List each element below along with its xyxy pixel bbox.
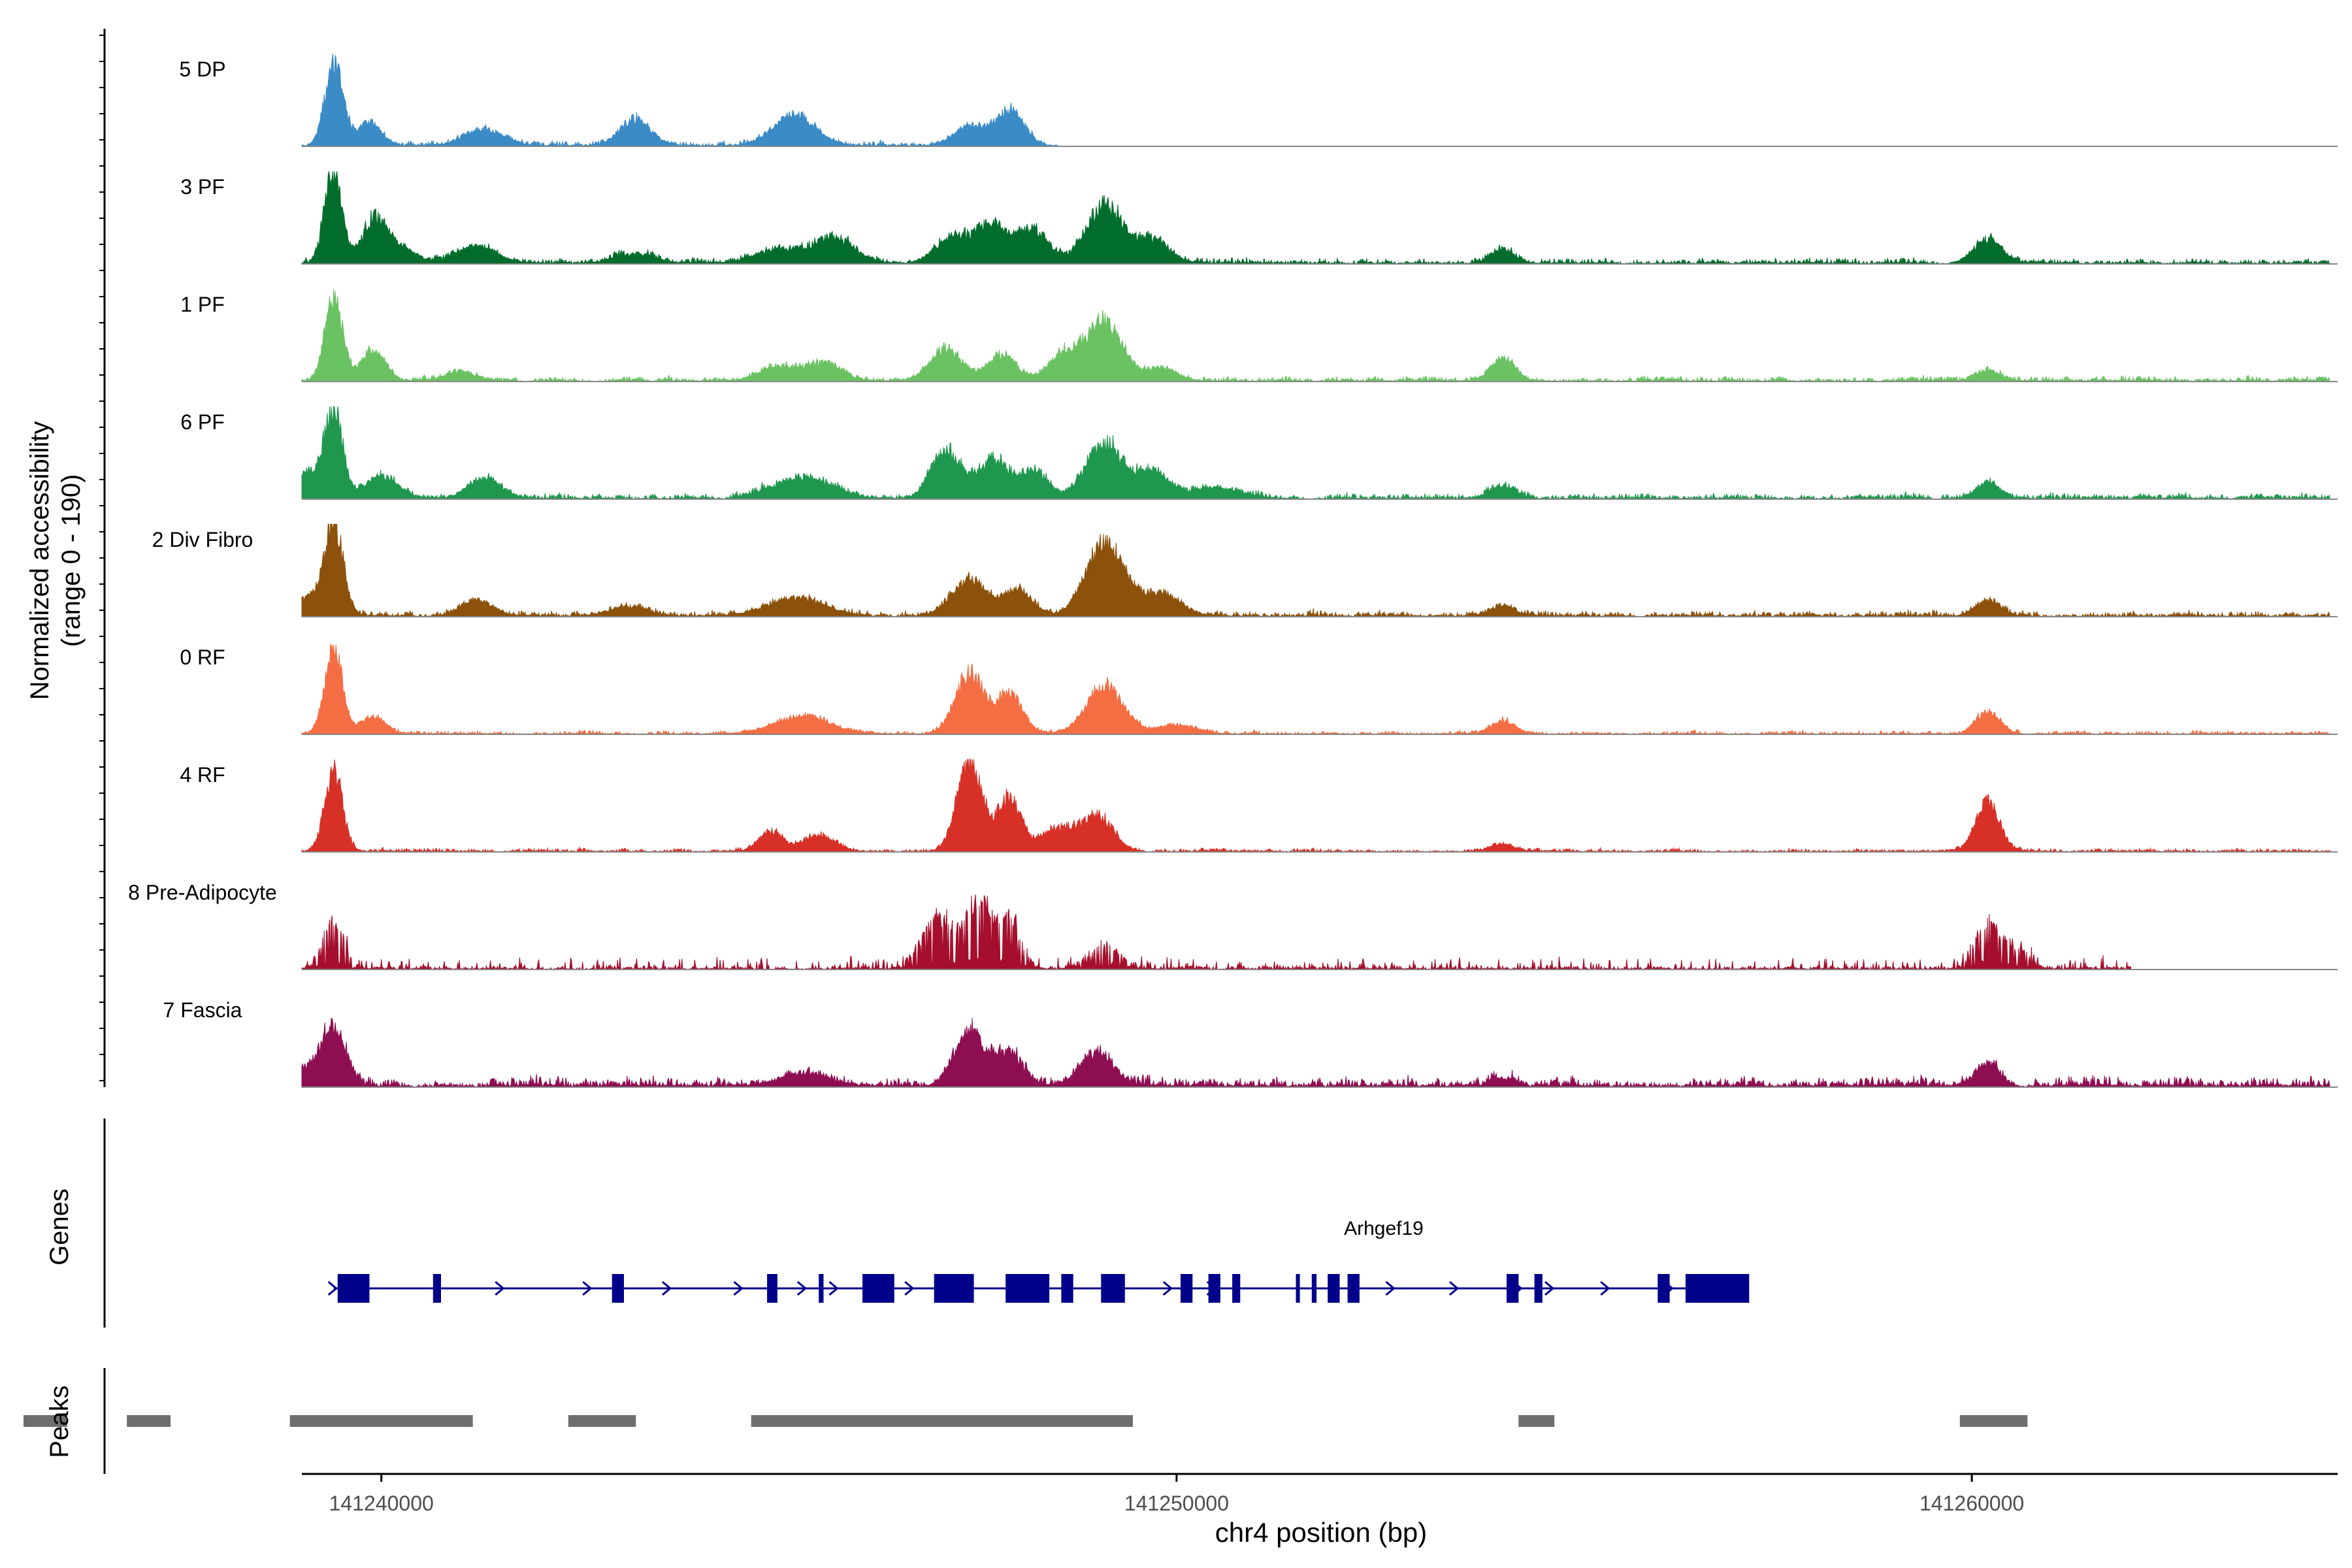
peak-region xyxy=(289,1415,473,1427)
gene-exon xyxy=(934,1274,974,1303)
track-5-dp: 5 DP xyxy=(179,54,2338,148)
y-axis-label-line2: (range 0 - 190) xyxy=(57,474,86,647)
y-axis-label-line1: Normalized accessibility xyxy=(25,421,54,700)
gene-strand-arrow xyxy=(1385,1281,1396,1296)
track-0-rf: 0 RF xyxy=(180,644,2338,736)
gene-exon xyxy=(819,1274,824,1303)
gene-strand-arrow xyxy=(327,1281,338,1296)
coverage-area-5-dp xyxy=(301,54,1058,148)
gene-strand-arrow xyxy=(661,1281,672,1296)
track-label-3-pf: 3 PF xyxy=(180,175,225,199)
gene-exon xyxy=(612,1274,624,1303)
track-label-6-pf: 6 PF xyxy=(180,410,225,434)
gene-exon xyxy=(337,1274,370,1303)
genes-panel-label: Genes xyxy=(45,1188,74,1266)
gene-exon xyxy=(1101,1274,1125,1303)
gene-name-label: Arhgef19 xyxy=(1344,1218,1424,1239)
peaks-panel xyxy=(24,1368,2028,1474)
gene-strand-arrow xyxy=(904,1281,915,1296)
gene-exon xyxy=(1328,1274,1340,1303)
coverage-area-1-pf xyxy=(301,289,2330,383)
coverage-area-3-pf xyxy=(301,171,2330,265)
peak-region xyxy=(127,1415,171,1427)
gene-strand-arrow xyxy=(1162,1281,1173,1296)
track-4-rf: 4 RF xyxy=(180,759,2338,853)
gene-exon xyxy=(1005,1274,1050,1303)
coverage-area-8-pre-adipocyte xyxy=(301,894,2131,971)
track-label-1-pf: 1 PF xyxy=(180,293,225,316)
gene-exon xyxy=(1061,1274,1073,1303)
track-label-4-rf: 4 RF xyxy=(180,763,225,787)
track-2-div-fibro: 2 Div Fibro xyxy=(152,523,2338,618)
coverage-area-6-pf xyxy=(301,406,2330,500)
track-label-7-fascia: 7 Fascia xyxy=(163,998,242,1022)
coverage-area-4-rf xyxy=(301,759,2330,853)
track-label-0-rf: 0 RF xyxy=(180,645,225,669)
peak-region xyxy=(1518,1415,1555,1427)
peak-region xyxy=(24,1415,67,1427)
gene-exon xyxy=(1181,1274,1193,1303)
coverage-tracks: 5 DP 3 PF 1 PF 6 PF 2 Div Fibro 0 RF 4 RF 8 Pre… xyxy=(99,29,2338,1088)
track-label-2-div-fibro: 2 Div Fibro xyxy=(152,528,253,551)
peak-region xyxy=(751,1415,1133,1427)
x-axis-tick-label: 141260000 xyxy=(1919,1492,2024,1515)
gene-exon xyxy=(1232,1274,1241,1303)
gene-strand-arrow xyxy=(1448,1281,1460,1296)
gene-exon xyxy=(1534,1274,1543,1303)
x-axis-tick-label: 141240000 xyxy=(329,1492,434,1515)
gene-exon xyxy=(1296,1274,1300,1303)
track-1-pf: 1 PF xyxy=(180,289,2338,383)
track-label-5-dp: 5 DP xyxy=(179,57,225,81)
x-axis: 141240000 141250000 141260000 xyxy=(302,1473,2338,1515)
x-axis-title: chr4 position (bp) xyxy=(1215,1517,1428,1548)
gene-exon xyxy=(1507,1274,1519,1303)
gene-exon xyxy=(1685,1274,1750,1303)
gene-exon xyxy=(1347,1274,1360,1303)
gene-exon xyxy=(1311,1274,1317,1303)
gene-exon xyxy=(767,1274,777,1303)
peaks-panel-label: Peaks xyxy=(45,1385,74,1458)
gene-exon xyxy=(433,1274,441,1303)
gene-strand-arrow xyxy=(1600,1281,1610,1296)
gene-strand-arrow xyxy=(582,1281,593,1296)
gene-exon xyxy=(862,1274,894,1303)
track-7-fascia: 7 Fascia xyxy=(163,998,2338,1088)
x-axis-tick-label: 141250000 xyxy=(1124,1492,1229,1515)
track-6-pf: 6 PF xyxy=(180,406,2338,500)
gene-strand-arrow xyxy=(828,1281,839,1296)
coverage-area-0-rf xyxy=(301,644,2330,736)
peak-region xyxy=(568,1415,636,1427)
gene-exon xyxy=(1658,1274,1670,1303)
peak-region xyxy=(1959,1415,2028,1427)
gene-exon xyxy=(1208,1274,1220,1303)
gene-strand-arrow xyxy=(796,1281,808,1296)
gene-strand-arrow xyxy=(1544,1281,1555,1296)
track-3-pf: 3 PF xyxy=(180,171,2338,265)
coverage-area-7-fascia xyxy=(301,1017,2330,1088)
track-8-pre-adipocyte: 8 Pre-Adipocyte xyxy=(128,881,2338,971)
gene-strand-arrow xyxy=(733,1281,743,1296)
genes-panel xyxy=(103,1119,1750,1328)
gene-strand-arrow xyxy=(495,1281,505,1296)
coverage-area-2-div-fibro xyxy=(301,523,2330,618)
track-label-8-pre-adipocyte: 8 Pre-Adipocyte xyxy=(128,881,277,904)
